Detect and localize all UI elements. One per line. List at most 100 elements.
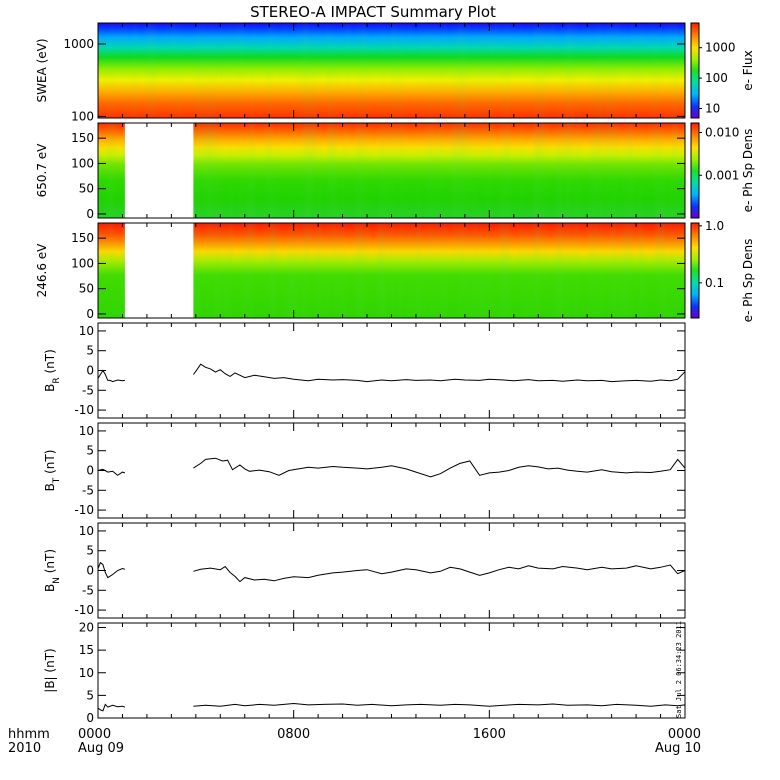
data-trace [193,363,686,383]
y-axis-label: SWEA (eV) [35,38,49,102]
panel-bt: -10 -5 0 5 10 BT (nT) [43,422,686,519]
data-trace [97,468,126,476]
y-tick-label: -5 [82,383,94,397]
panel-pad650: 0 50 100 150 650.7 eV 0.010 0.001 e- Ph Sp Dens [35,122,755,221]
y-axis-label: BN (nT) [43,549,62,592]
y-tick-label: 5 [86,544,94,558]
spectrogram-texture [98,223,685,318]
y-tick-label: -10 [74,403,94,417]
colorbar-tick-label: 1.0 [705,219,724,233]
panel-swea: 100 1000 SWEA (eV) 10 100 1000 e- Flux [35,22,755,123]
colorbar-pad650: 0.010 0.001 e- Ph Sp Dens [690,122,755,219]
y-axis-label: e- Flux [741,50,755,90]
colorbar-tick-label: 0.010 [705,126,739,140]
y-tick-label: 150 [71,231,94,245]
colorbar [690,22,700,119]
y-tick-label: 0 [86,564,94,578]
colorbar [690,122,700,219]
y-axis-label-part: e- Ph Sp Dens [741,129,755,213]
date-label: Aug 10 [655,741,701,756]
y-axis-label: 650.7 eV [35,143,49,198]
y-axis-label-part: 246.6 eV [35,243,49,298]
y-tick-label: 100 [71,256,94,270]
hhmm-label: hhmm [8,727,50,742]
date-label: Aug 09 [78,741,124,756]
y-axis-label-part: e- Flux [741,50,755,90]
data-trace [97,703,126,712]
y-axis-label-subscript: R [52,377,62,383]
y-axis-label: BT (nT) [43,450,62,492]
y-axis-label: e- Ph Sp Dens [741,129,755,213]
y-axis-label: BR (nT) [43,349,62,392]
panel-frame [97,322,686,419]
data-trace [193,564,686,583]
spectrogram-texture [98,23,685,118]
y-tick-label: -10 [74,603,94,617]
y-axis-label-part: 650.7 eV [35,143,49,198]
y-tick-label: 100 [71,156,94,170]
y-axis-label-part: SWEA (eV) [35,38,49,102]
time-tick-label: 1600 [473,727,506,742]
y-axis-label: |B| (nT) [43,648,57,692]
y-tick-label: 10 [79,666,94,680]
colorbar-tick-label: 0.1 [705,276,724,290]
panel-frame [97,522,686,619]
y-axis-label-part: (nT) [43,349,57,377]
y-axis-label-part: e- Ph Sp Dens [741,239,755,323]
data-trace [193,457,686,478]
y-tick-label: 5 [86,444,94,458]
y-axis-label-part: B [43,584,57,592]
y-axis-label-part: B [43,384,57,392]
y-axis-label-part: (nT) [43,549,57,577]
panel-bn: -10 -5 0 5 10 BN (nT) [43,522,686,619]
y-tick-label: 10 [79,324,94,338]
y-tick-label: -10 [74,503,94,517]
time-tick-label: 0000 [668,727,701,742]
y-tick-label: 50 [79,182,94,196]
y-tick-label: 5 [86,688,94,702]
generation-stamp: Sat Jul 2 06:34:23 2011 [675,621,683,718]
data-trace [97,369,125,383]
y-axis-label-part: (nT) [43,450,57,478]
data-trace [97,561,126,579]
y-axis-label: 246.6 eV [35,243,49,298]
time-tick-label: 0800 [277,727,310,742]
y-axis-label: e- Ph Sp Dens [741,239,755,323]
y-tick-label: 15 [79,643,94,657]
y-tick-label: 10 [79,524,94,538]
data-trace [193,702,686,707]
y-tick-label: 20 [79,621,94,635]
panel-frame [97,622,686,719]
panel-br: -10 -5 0 5 10 BR (nT) [43,322,686,419]
colorbar-tick-label: 0.001 [705,168,739,182]
panel-pad246: 0 50 100 150 246.6 eV 1.0 0.1 e- Ph Sp Dens [35,219,755,323]
colorbar-tick-label: 10 [705,102,720,116]
y-tick-label: 0 [86,364,94,378]
y-tick-label: 0 [86,307,94,321]
y-tick-label: 0 [86,464,94,478]
colorbar-tick-label: 1000 [705,41,736,55]
colorbar-tick-label: 100 [705,71,728,85]
data-gap [124,223,194,318]
y-tick-label: 10 [79,424,94,438]
time-tick-label: 0000 [78,727,111,742]
colorbar-swea: 10 100 1000 e- Flux [690,22,755,119]
spectrogram-texture [98,123,685,218]
plot-title: STEREO-A IMPACT Summary Plot [250,3,496,21]
y-tick-label: 50 [79,282,94,296]
y-tick-label: 5 [86,344,94,358]
y-tick-label: 0 [86,207,94,221]
y-tick-label: -5 [82,483,94,497]
colorbar-pad246: 1.0 0.1 e- Ph Sp Dens [690,219,755,323]
y-axis-label-part: B [43,483,57,491]
y-axis-label-subscript: T [52,477,62,484]
y-tick-label: 150 [71,131,94,145]
y-axis-label-part: |B| (nT) [43,648,57,692]
y-tick-label: 0 [86,711,94,725]
y-axis-label-subscript: N [52,577,62,584]
y-tick-label: 1000 [63,37,94,51]
year-label: 2010 [8,741,41,756]
